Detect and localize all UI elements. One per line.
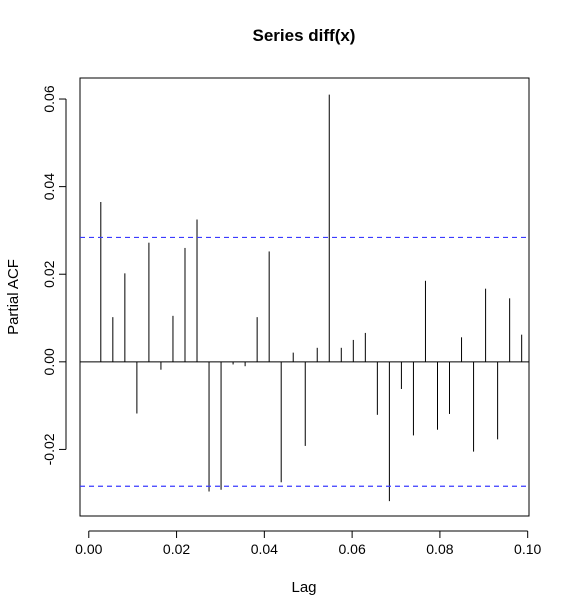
- x-axis-label: Lag: [291, 579, 316, 596]
- y-axis-label: Partial ACF: [5, 259, 22, 335]
- x-tick-label: 0.06: [338, 541, 365, 557]
- plot-frame: [79, 77, 530, 517]
- confidence-bounds: [80, 236, 529, 487]
- x-tick-label: 0.02: [163, 541, 190, 557]
- chart-title: Series diff(x): [253, 26, 356, 45]
- y-tick-label: 0.02: [41, 260, 57, 287]
- y-tick-label: 0.06: [41, 85, 57, 112]
- y-tick-label: 0.04: [41, 173, 57, 200]
- y-tick-label: -0.02: [41, 433, 57, 465]
- x-tick-label: 0.00: [75, 541, 102, 557]
- x-tick-label: 0.04: [251, 541, 278, 557]
- x-tick-label: 0.08: [426, 541, 453, 557]
- x-tick-label: 0.10: [514, 541, 541, 557]
- x-axis: 0.00 0.02 0.04 0.06 0.08 0.10: [75, 530, 542, 557]
- bars-group: [100, 94, 523, 502]
- y-tick-label: 0.00: [41, 348, 57, 375]
- y-axis: -0.02 0.00 0.02 0.04 0.06: [41, 85, 67, 465]
